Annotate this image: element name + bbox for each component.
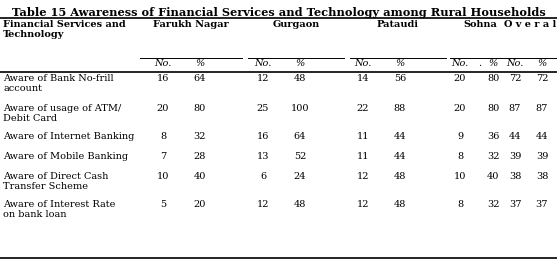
Text: 13: 13	[257, 152, 269, 161]
Text: 36: 36	[487, 132, 499, 141]
Text: 38: 38	[509, 172, 521, 181]
Text: 12: 12	[257, 200, 269, 209]
Text: Aware of usage of ATM/
Debit Card: Aware of usage of ATM/ Debit Card	[3, 104, 121, 123]
Text: 44: 44	[509, 132, 521, 141]
Text: 44: 44	[536, 132, 548, 141]
Text: 32: 32	[194, 132, 206, 141]
Text: 25: 25	[257, 104, 269, 113]
Text: 6: 6	[260, 172, 266, 181]
Text: 12: 12	[257, 74, 269, 83]
Text: Table 15 Awareness of Financial Services and Technology among Rural Households: Table 15 Awareness of Financial Services…	[12, 7, 545, 18]
Text: Aware of Mobile Banking: Aware of Mobile Banking	[3, 152, 128, 161]
Text: 22: 22	[356, 104, 369, 113]
Text: %: %	[395, 59, 404, 68]
Text: 5: 5	[160, 200, 166, 209]
Text: 40: 40	[487, 172, 499, 181]
Text: 8: 8	[160, 132, 166, 141]
Text: Aware of Interest Rate
on bank loan: Aware of Interest Rate on bank loan	[3, 200, 115, 219]
Text: 20: 20	[194, 200, 206, 209]
Text: 12: 12	[356, 172, 369, 181]
Text: 10: 10	[157, 172, 169, 181]
Text: 14: 14	[356, 74, 369, 83]
Text: 24: 24	[294, 172, 306, 181]
Text: 52: 52	[294, 152, 306, 161]
Text: 38: 38	[536, 172, 548, 181]
Text: 40: 40	[194, 172, 206, 181]
Text: 87: 87	[509, 104, 521, 113]
Text: %: %	[295, 59, 305, 68]
Text: 48: 48	[394, 172, 406, 181]
Text: No.: No.	[451, 59, 468, 68]
Text: 20: 20	[157, 104, 169, 113]
Text: 48: 48	[394, 200, 406, 209]
Text: 39: 39	[536, 152, 548, 161]
Text: Farukh Nagar: Farukh Nagar	[153, 20, 229, 29]
Text: 72: 72	[536, 74, 548, 83]
Text: 7: 7	[160, 152, 166, 161]
Text: No.: No.	[354, 59, 372, 68]
Text: 80: 80	[487, 74, 499, 83]
Text: Sohna: Sohna	[463, 20, 497, 29]
Text: 56: 56	[394, 74, 406, 83]
Text: 11: 11	[356, 152, 369, 161]
Text: 88: 88	[394, 104, 406, 113]
Text: 100: 100	[291, 104, 309, 113]
Text: O v e r a l l: O v e r a l l	[504, 20, 557, 29]
Text: 8: 8	[457, 200, 463, 209]
Text: 39: 39	[509, 152, 521, 161]
Text: 80: 80	[487, 104, 499, 113]
Text: 20: 20	[454, 74, 466, 83]
Text: 16: 16	[257, 132, 269, 141]
Text: 20: 20	[454, 104, 466, 113]
Text: 12: 12	[356, 200, 369, 209]
Text: 8: 8	[457, 152, 463, 161]
Text: 64: 64	[194, 74, 206, 83]
Text: 10: 10	[454, 172, 466, 181]
Text: 48: 48	[294, 200, 306, 209]
Text: 64: 64	[294, 132, 306, 141]
Text: %: %	[488, 59, 497, 68]
Text: No.: No.	[154, 59, 172, 68]
Text: 9: 9	[457, 132, 463, 141]
Text: 11: 11	[356, 132, 369, 141]
Text: 44: 44	[394, 132, 406, 141]
Text: 80: 80	[194, 104, 206, 113]
Text: Pataudi: Pataudi	[377, 20, 419, 29]
Text: 37: 37	[509, 200, 521, 209]
Text: 44: 44	[394, 152, 406, 161]
Text: Aware of Internet Banking: Aware of Internet Banking	[3, 132, 134, 141]
Text: 87: 87	[536, 104, 548, 113]
Text: 28: 28	[194, 152, 206, 161]
Text: 48: 48	[294, 74, 306, 83]
Text: 37: 37	[536, 200, 548, 209]
Text: Aware of Direct Cash
Transfer Scheme: Aware of Direct Cash Transfer Scheme	[3, 172, 109, 191]
Text: 32: 32	[487, 200, 499, 209]
Text: Gurgaon: Gurgaon	[272, 20, 320, 29]
Text: Aware of Bank No-frill
account: Aware of Bank No-frill account	[3, 74, 114, 93]
Text: .: .	[478, 58, 482, 68]
Text: %: %	[196, 59, 204, 68]
Text: Financial Services and
Technology: Financial Services and Technology	[3, 20, 126, 40]
Text: No.: No.	[506, 59, 524, 68]
Text: No.: No.	[255, 59, 272, 68]
Text: 32: 32	[487, 152, 499, 161]
Text: 16: 16	[157, 74, 169, 83]
Text: 72: 72	[509, 74, 521, 83]
Text: %: %	[538, 59, 546, 68]
